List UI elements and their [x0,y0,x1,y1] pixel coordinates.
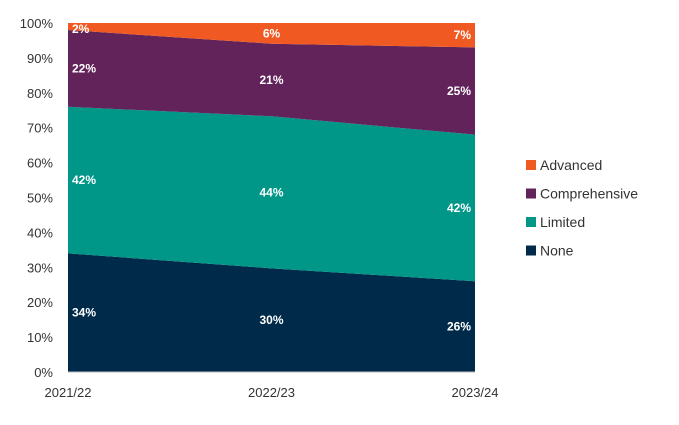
legend-label: Advanced [540,157,602,173]
legend-swatch [526,217,536,227]
legend-swatch [526,245,536,256]
y-tick-label: 60% [27,156,53,171]
data-label: 44% [259,185,283,199]
area-comprehensive [68,29,475,135]
legend-label: None [540,243,574,259]
data-label: 21% [259,73,283,87]
y-tick-label: 20% [27,295,53,310]
data-label: 26% [447,320,471,334]
y-tick-label: 70% [27,121,53,136]
y-tick-label: 0% [34,365,53,380]
area-advanced [68,23,475,48]
data-label: 6% [263,26,281,40]
y-tick-label: 80% [27,86,53,101]
y-tick-label: 50% [27,191,53,206]
x-tick-label: 2023/24 [452,385,499,400]
legend-swatch [526,188,536,199]
data-label: 7% [454,28,472,42]
data-label: 34% [72,306,96,320]
legend-label: Comprehensive [540,186,638,202]
area-limited [68,106,475,282]
data-label: 22% [72,61,96,75]
data-label: 2% [72,22,90,36]
data-label: 42% [72,173,96,187]
data-label: 30% [259,313,283,327]
y-tick-label: 90% [27,51,53,66]
x-tick-label: 2021/22 [45,385,92,400]
area-none [68,253,475,372]
x-tick-label: 2022/23 [248,385,295,400]
legend-label: Limited [540,214,585,230]
y-tick-label: 10% [27,330,53,345]
y-tick-label: 40% [27,225,53,240]
data-label: 25% [447,84,471,98]
y-tick-label: 30% [27,260,53,275]
y-tick-label: 100% [20,16,54,31]
data-label: 42% [447,201,471,215]
legend-swatch [526,160,536,170]
